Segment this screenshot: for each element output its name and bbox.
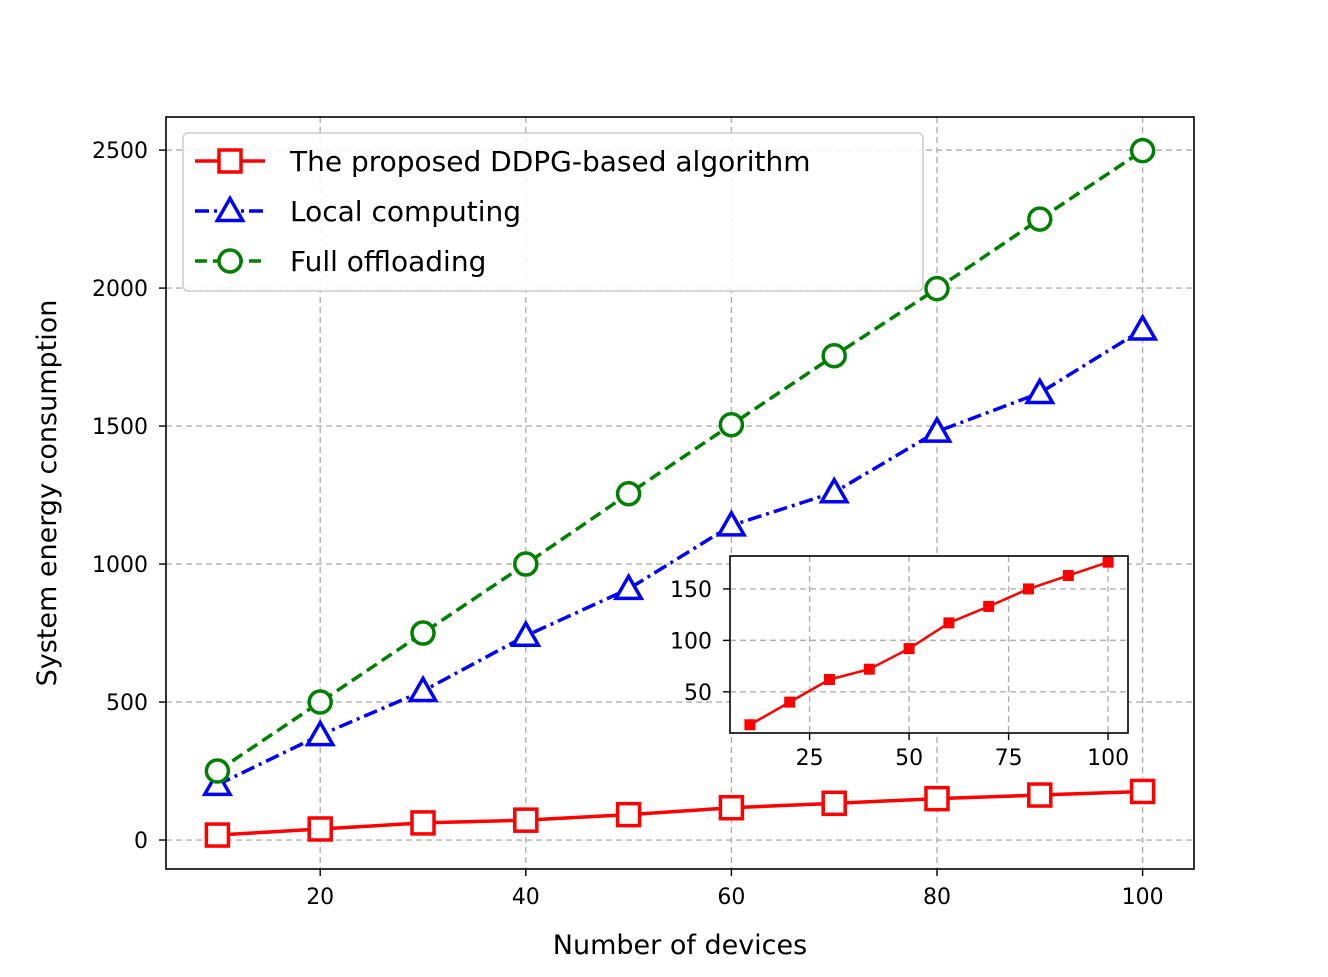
main-plot-frame <box>165 116 1195 870</box>
inset-x-tick-label: 75 <box>995 746 1023 771</box>
legend: The proposed DDPG-based algorithm Local c… <box>182 132 924 292</box>
inset-plot-frame <box>729 555 1129 734</box>
main-x-tick-label: 100 <box>1122 885 1164 910</box>
legend-marker-1 <box>214 194 246 223</box>
main-series-line-0 <box>217 789 1143 837</box>
inset-x-tick-label: 25 <box>796 746 824 771</box>
inset-series-layer <box>744 556 1114 731</box>
main-series-1-point <box>1126 313 1159 341</box>
inset-y-tick-label: 100 <box>670 629 712 654</box>
main-series-layer <box>201 137 1159 848</box>
main-series-2-point <box>1129 137 1156 164</box>
main-series-0-point <box>307 816 333 842</box>
main-series-2-point <box>718 411 745 438</box>
main-series-2-point <box>615 480 642 507</box>
inset-series-0-point <box>1023 583 1034 595</box>
main-series-2-point <box>307 689 333 715</box>
main-series-2-point <box>1027 206 1053 232</box>
main-series-1-point <box>407 674 439 703</box>
inset-series-0-point <box>983 600 995 612</box>
main-series-0-point <box>204 822 231 848</box>
main-series-0-point <box>718 794 745 821</box>
main-y-tick-label: 0 <box>134 829 148 854</box>
inset-x-tick-label: 100 <box>1087 746 1129 771</box>
inset-series-0-point <box>1102 556 1114 568</box>
legend-box <box>182 132 924 292</box>
inset-series-0-point <box>824 673 835 685</box>
main-y-tick-label: 1000 <box>92 553 148 578</box>
inset-y-tick-label: 150 <box>670 578 712 603</box>
main-x-tick-label: 60 <box>717 885 745 910</box>
main-series-0-point <box>513 807 539 833</box>
inset-series-0-point <box>784 696 796 708</box>
main-series-0-point <box>1027 782 1053 808</box>
main-series-2-point <box>821 342 847 369</box>
main-x-tick-label: 80 <box>923 885 951 910</box>
main-series-2-point <box>204 758 231 784</box>
main-y-tick-label: 2500 <box>92 139 148 164</box>
legend-label-0: The proposed DDPG-based algorithm <box>289 145 811 178</box>
main-y-tick-label: 2000 <box>92 277 148 302</box>
main-x-tick-label: 40 <box>512 885 540 910</box>
legend-label-1: Local computing <box>290 195 521 228</box>
main-series-1-point <box>612 572 645 601</box>
main-y-tick-label: 1500 <box>92 415 148 440</box>
y-axis-title: System energy consumption <box>32 300 63 687</box>
inset-series-0-point <box>1062 570 1074 582</box>
inset-series-0-point <box>863 663 875 675</box>
inset-y-tick-label: 50 <box>684 681 712 706</box>
main-series-line-1 <box>216 328 1144 787</box>
main-series-1-point <box>715 509 748 537</box>
inset-background <box>730 556 1128 733</box>
main-series-0-point <box>1129 778 1156 805</box>
inset-series-0-point <box>744 719 756 731</box>
main-series-2-point <box>513 551 539 577</box>
inset-series-line-0 <box>749 560 1109 726</box>
main-series-1-point <box>304 718 336 747</box>
legend-marker-0 <box>217 148 243 174</box>
legend-label-2: Full offloading <box>290 245 486 278</box>
main-series-0-point <box>615 801 642 828</box>
x-axis-title: Number of devices <box>553 930 807 961</box>
inset-series-0-point <box>943 617 955 629</box>
main-series-0-point <box>410 810 436 836</box>
legend-marker-2 <box>217 248 243 274</box>
inset-tick-layer: 25 50 75 100 50 100 150 <box>670 578 1129 771</box>
inset-chart: 25 50 75 100 50 100 150 <box>670 555 1129 771</box>
main-series-2-point <box>924 275 950 302</box>
main-series-0-point <box>924 785 950 812</box>
main-series-1-point <box>510 619 542 648</box>
main-series-1-point <box>1024 376 1056 405</box>
main-y-tick-label: 500 <box>106 691 148 716</box>
inset-series-0-point <box>903 643 915 655</box>
main-series-line-2 <box>216 149 1144 773</box>
main-series-2-point <box>410 620 436 646</box>
inset-grid <box>730 556 1128 733</box>
inset-x-tick-label: 50 <box>895 746 923 771</box>
main-series-1-point <box>921 415 953 443</box>
main-series-0-point <box>821 790 847 817</box>
main-series-1-point <box>818 476 850 504</box>
main-x-tick-label: 20 <box>306 885 334 910</box>
